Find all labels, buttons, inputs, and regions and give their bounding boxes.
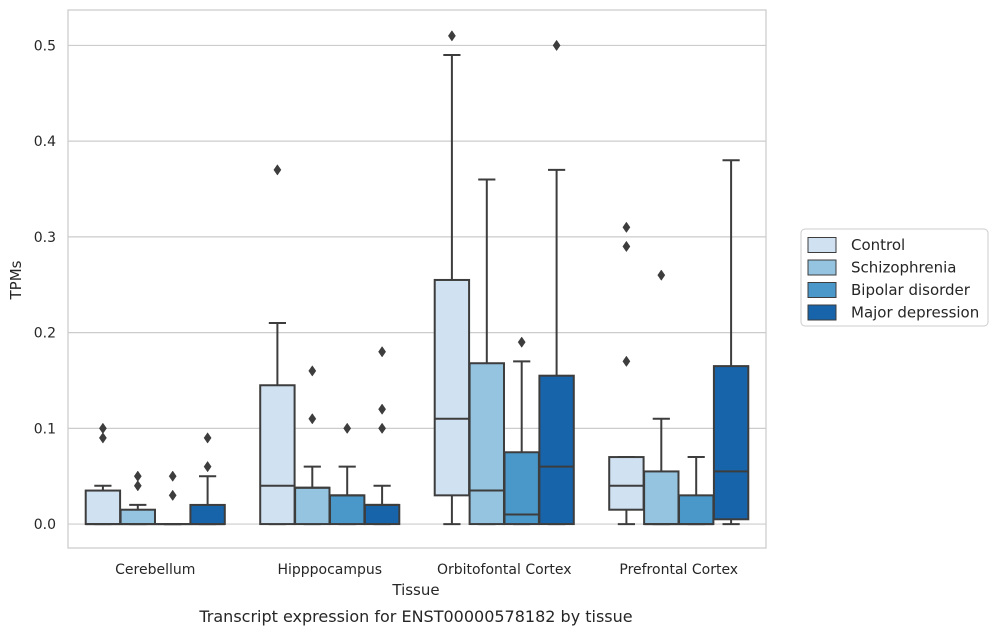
box-control	[433, 30, 471, 526]
outlier-point	[168, 489, 177, 501]
box-body	[468, 362, 505, 526]
y-tick-labels: 0.0 0.1 0.2 0.3 0.4 0.5	[34, 38, 56, 533]
box-body	[503, 451, 540, 526]
outlier-point	[343, 422, 352, 434]
outlier-point	[378, 422, 387, 434]
box-bipolar-disorder	[503, 336, 540, 526]
x-tick-label: Prefrontal Cortex	[619, 562, 738, 578]
box-bipolar-disorder	[154, 470, 191, 526]
outlier-point	[552, 39, 561, 52]
box-major-depression	[363, 346, 401, 526]
box-control	[608, 221, 645, 526]
x-tick-label: Cerebellum	[115, 562, 195, 578]
legend-swatch	[807, 304, 837, 321]
box-major-depression	[189, 432, 226, 526]
box-body	[259, 384, 296, 526]
chart-caption: Transcript expression for ENST0000057818…	[198, 607, 632, 626]
plot-boxes	[84, 30, 750, 526]
box-schizophrenia	[119, 470, 156, 526]
box-body	[538, 374, 575, 526]
outlier-point	[273, 164, 282, 176]
box-major-depression	[538, 39, 575, 526]
outlier-point	[168, 470, 177, 482]
box-control	[259, 164, 296, 526]
outlier-point	[308, 365, 317, 377]
outlier-point	[517, 336, 526, 348]
outlier-point	[203, 432, 212, 444]
box-body	[712, 365, 750, 521]
outlier-point	[98, 422, 107, 434]
legend-label: Bipolar disorder	[851, 281, 971, 299]
outlier-point	[203, 460, 212, 473]
x-tick-label: Hipppocampus	[277, 562, 382, 578]
legend: Control Schizophrenia Bipolar disorder Majo…	[800, 228, 989, 327]
x-axis-label: Tissue	[391, 581, 439, 599]
outlier-point	[378, 346, 387, 358]
box-bipolar-disorder	[329, 422, 366, 526]
box-body	[608, 456, 645, 511]
legend-label: Schizophrenia	[851, 259, 956, 277]
outlier-point	[622, 221, 631, 233]
outlier-point	[657, 269, 666, 281]
legend-swatch	[807, 237, 837, 253]
box-body	[84, 489, 122, 526]
plot-frame	[67, 9, 767, 549]
legend-swatch	[807, 282, 837, 298]
box-body	[678, 494, 715, 526]
outlier-point	[133, 480, 142, 492]
outlier-point	[447, 30, 456, 42]
outlier-point	[378, 403, 387, 415]
outlier-point	[622, 240, 631, 253]
y-axis-label: TPMs	[7, 260, 25, 300]
box-body	[119, 508, 156, 526]
box-body	[433, 278, 471, 497]
box-bipolar-disorder	[678, 456, 715, 526]
x-tick-label: Orbitofontal Cortex	[437, 562, 572, 578]
legend-label: Major depression	[851, 304, 979, 322]
box-body	[189, 503, 226, 526]
outlier-point	[133, 470, 142, 482]
box-schizophrenia	[294, 365, 331, 526]
y-tick-label: 0.2	[34, 326, 56, 342]
y-tick-label: 0.4	[34, 134, 56, 150]
outlier-point	[622, 355, 631, 367]
box-body	[363, 503, 401, 526]
box-control	[84, 422, 122, 526]
box-schizophrenia	[643, 269, 680, 526]
legend-frame	[800, 228, 989, 327]
y-tick-label: 0.3	[34, 230, 56, 246]
legend-swatch	[807, 259, 837, 276]
y-tick-label: 0.1	[34, 421, 56, 437]
outlier-point	[308, 413, 317, 425]
box-major-depression	[712, 159, 750, 526]
box-schizophrenia	[468, 178, 505, 526]
y-tick-label: 0.5	[34, 38, 56, 54]
outlier-point	[98, 432, 107, 444]
y-tick-label: 0.0	[34, 517, 56, 533]
legend-label: Control	[851, 236, 905, 254]
x-tick-labels: Cerebellum Hipppocampus Orbitofontal Corte…	[115, 562, 738, 578]
box-body	[294, 486, 331, 526]
box-body	[643, 470, 680, 526]
box-body	[329, 494, 366, 526]
